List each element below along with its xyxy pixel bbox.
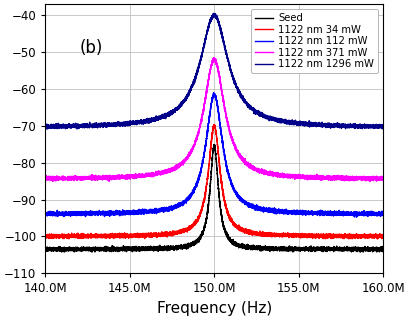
1122 nm 1296 mW bbox=[243, 100, 248, 104]
Line: 1122 nm 112 mW: 1122 nm 112 mW bbox=[45, 93, 383, 217]
1122 nm 34 mW bbox=[293, 233, 298, 237]
Seed bbox=[43, 246, 48, 250]
Line: 1122 nm 1296 mW: 1122 nm 1296 mW bbox=[45, 13, 383, 129]
1122 nm 371 mW bbox=[368, 180, 373, 183]
1122 nm 34 mW bbox=[375, 237, 380, 241]
1122 nm 34 mW bbox=[60, 235, 65, 238]
Seed bbox=[380, 247, 385, 251]
1122 nm 371 mW bbox=[243, 163, 248, 166]
1122 nm 371 mW bbox=[311, 175, 316, 179]
1122 nm 1296 mW bbox=[258, 114, 263, 118]
1122 nm 112 mW bbox=[43, 212, 48, 216]
1122 nm 1296 mW bbox=[43, 125, 48, 129]
1122 nm 1296 mW bbox=[60, 124, 65, 127]
1122 nm 112 mW bbox=[311, 211, 316, 215]
1122 nm 1296 mW bbox=[380, 126, 385, 130]
Line: 1122 nm 34 mW: 1122 nm 34 mW bbox=[45, 125, 383, 239]
1122 nm 371 mW bbox=[43, 178, 48, 182]
Seed bbox=[60, 249, 65, 252]
1122 nm 112 mW bbox=[258, 208, 263, 212]
1122 nm 34 mW bbox=[243, 228, 248, 232]
1122 nm 371 mW bbox=[165, 171, 170, 175]
1122 nm 34 mW bbox=[165, 232, 170, 236]
1122 nm 371 mW bbox=[293, 173, 298, 177]
1122 nm 112 mW bbox=[211, 91, 216, 95]
Seed bbox=[258, 245, 263, 249]
Seed bbox=[293, 245, 298, 249]
1122 nm 371 mW bbox=[60, 178, 65, 181]
1122 nm 112 mW bbox=[380, 213, 385, 217]
1122 nm 34 mW bbox=[258, 229, 263, 233]
Seed bbox=[311, 246, 316, 250]
1122 nm 112 mW bbox=[243, 200, 248, 204]
1122 nm 1296 mW bbox=[75, 127, 80, 131]
1122 nm 112 mW bbox=[354, 215, 359, 219]
1122 nm 34 mW bbox=[43, 234, 48, 238]
1122 nm 1296 mW bbox=[165, 111, 170, 115]
Seed bbox=[211, 142, 216, 146]
1122 nm 34 mW bbox=[212, 123, 217, 127]
1122 nm 112 mW bbox=[293, 209, 298, 212]
1122 nm 112 mW bbox=[165, 206, 170, 210]
1122 nm 371 mW bbox=[211, 56, 216, 60]
X-axis label: Frequency (Hz): Frequency (Hz) bbox=[157, 301, 272, 316]
1122 nm 371 mW bbox=[380, 178, 385, 182]
Line: Seed: Seed bbox=[45, 144, 383, 252]
Seed bbox=[243, 244, 248, 247]
Seed bbox=[358, 250, 363, 254]
1122 nm 34 mW bbox=[311, 234, 316, 238]
1122 nm 371 mW bbox=[258, 170, 263, 174]
Legend: Seed, 1122 nm 34 mW, 1122 nm 112 mW, 1122 nm 371 mW, 1122 nm 1296 mW: Seed, 1122 nm 34 mW, 1122 nm 112 mW, 112… bbox=[251, 9, 378, 73]
1122 nm 1296 mW bbox=[311, 123, 316, 127]
1122 nm 1296 mW bbox=[211, 12, 216, 15]
1122 nm 1296 mW bbox=[293, 121, 298, 124]
1122 nm 34 mW bbox=[380, 235, 385, 239]
Text: (b): (b) bbox=[79, 39, 103, 57]
1122 nm 112 mW bbox=[60, 212, 65, 215]
Line: 1122 nm 371 mW: 1122 nm 371 mW bbox=[45, 58, 383, 181]
Seed bbox=[165, 248, 170, 252]
